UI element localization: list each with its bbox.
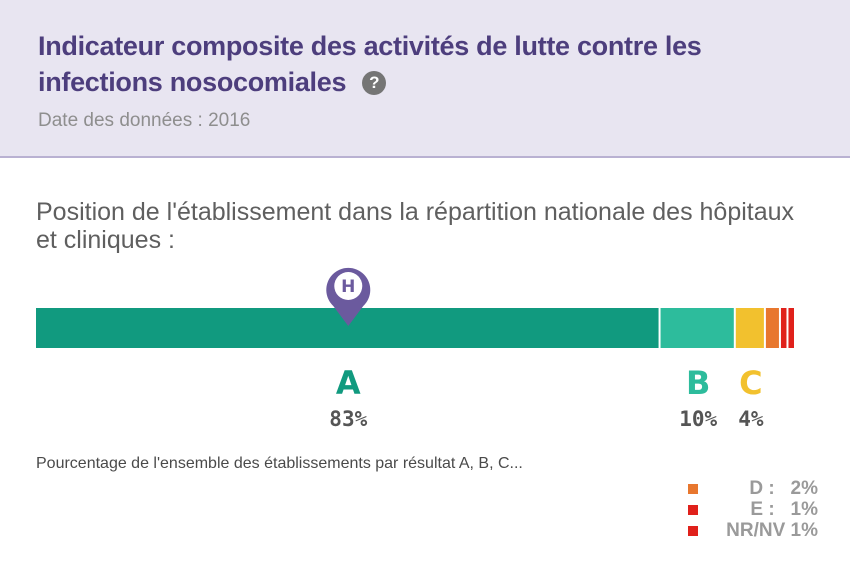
- bar-segment-d: [765, 308, 779, 348]
- legend: D : 2% E : 1% NR/NV 1%: [688, 478, 818, 541]
- header: Indicateur composite des activités de lu…: [0, 0, 850, 158]
- legend-swatch: [688, 505, 698, 515]
- grade-value-a: 83%: [329, 407, 367, 431]
- legend-swatch: [688, 484, 698, 494]
- legend-swatch: [688, 526, 698, 536]
- legend-label: D : 2%: [749, 478, 818, 499]
- chart-caption: Pourcentage de l'ensemble des établissem…: [36, 455, 523, 472]
- bar-segment-c: [735, 308, 764, 348]
- page-title: Indicateur composite des activités de lu…: [38, 28, 798, 100]
- bar-segment-e: [780, 308, 787, 348]
- grade-letter-c: C: [739, 364, 762, 402]
- legend-label: E : 1%: [750, 499, 818, 520]
- legend-item: E : 1%: [688, 499, 818, 520]
- data-date: Date des données : 2016: [38, 110, 251, 131]
- pin-inner-circle: [334, 272, 363, 300]
- distribution-chart: H A 83% B 10% C 4%: [36, 267, 794, 431]
- pin-label: H: [341, 277, 355, 297]
- bar-segment-b: [660, 308, 734, 348]
- grade-letter-b: B: [686, 364, 710, 402]
- grade-letter-a: A: [336, 364, 361, 402]
- page-title-text: Indicateur composite des activités de lu…: [38, 31, 702, 97]
- chart-title: Position de l'établissement dans la répa…: [36, 198, 795, 254]
- grade-value-b: 10%: [679, 407, 717, 431]
- bar-segment-nrnv: [788, 308, 794, 348]
- legend-item: NR/NV 1%: [688, 520, 818, 541]
- grade-value-c: 4%: [738, 407, 764, 431]
- question-circle-icon[interactable]: ?: [362, 71, 387, 95]
- legend-item: D : 2%: [688, 478, 818, 499]
- legend-label: NR/NV 1%: [726, 520, 818, 541]
